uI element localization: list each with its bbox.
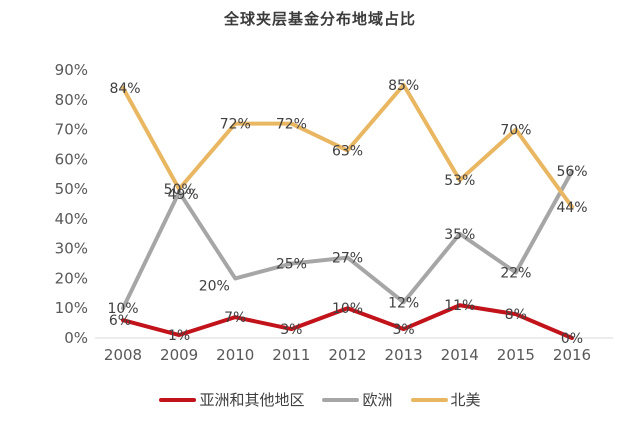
y-axis-tick-label: 90% — [55, 61, 88, 79]
x-axis-tick-label: 2014 — [441, 346, 479, 364]
data-label-0-2014: 11% — [444, 298, 475, 314]
data-label-2-2015: 70% — [500, 123, 531, 139]
data-label-0-2016: 0% — [561, 331, 583, 347]
data-label-2-2008: 84% — [109, 81, 140, 97]
data-label-0-2010: 7% — [224, 310, 246, 326]
legend-label-europe: 欧洲 — [362, 391, 393, 409]
x-axis-tick-label: 2013 — [385, 346, 423, 364]
data-label-1-2013: 12% — [388, 295, 419, 311]
y-axis-tick-label: 40% — [55, 210, 88, 228]
y-axis-tick-label: 20% — [55, 269, 88, 287]
y-axis-tick-label: 50% — [55, 180, 88, 198]
y-axis-tick-label: 60% — [55, 150, 88, 168]
data-label-1-2015: 22% — [500, 265, 531, 281]
legend-swatch-north-america — [410, 397, 448, 402]
y-axis-tick-label: 10% — [55, 299, 88, 317]
legend-item-asia: 亚洲和其他地区 — [159, 389, 304, 410]
x-axis-tick-label: 2015 — [497, 346, 535, 364]
x-axis-tick-label: 2011 — [272, 346, 310, 364]
data-label-0-2009: 1% — [168, 328, 190, 344]
data-label-0-2015: 8% — [505, 307, 527, 323]
data-label-1-2016: 56% — [556, 164, 587, 180]
data-label-2-2010: 72% — [220, 117, 251, 133]
x-axis-tick-label: 2012 — [328, 346, 366, 364]
data-label-1-2012: 27% — [332, 251, 363, 267]
legend-label-north-america: 北美 — [450, 391, 481, 409]
data-label-1-2014: 35% — [444, 227, 475, 243]
y-axis-tick-label: 0% — [64, 329, 88, 347]
chart-title: 全球夹层基金分布地域占比 — [223, 10, 416, 28]
x-axis-tick-label: 2010 — [216, 346, 254, 364]
series-line-1 — [121, 169, 574, 311]
legend-swatch-asia — [159, 397, 197, 402]
data-label-2-2011: 72% — [276, 117, 307, 133]
data-label-2-2013: 85% — [388, 78, 419, 94]
y-axis-tick-label: 30% — [55, 240, 88, 258]
legend-item-europe: 欧洲 — [322, 389, 393, 410]
legend: 亚洲和其他地区 欧洲 北美 — [0, 389, 640, 410]
x-axis-tick-label: 2008 — [104, 346, 142, 364]
series-line-0 — [121, 303, 574, 340]
y-axis-tick-label: 70% — [55, 121, 88, 139]
data-label-1-2009: 49% — [168, 187, 199, 203]
data-label-0-2008: 6% — [109, 313, 131, 329]
y-axis-tick-label: 80% — [55, 91, 88, 109]
data-label-1-2010: 20% — [199, 278, 230, 294]
series-line-2 — [121, 82, 574, 209]
data-label-0-2012: 10% — [332, 301, 363, 317]
data-label-2-2016: 44% — [556, 200, 587, 216]
data-label-0-2011: 3% — [280, 322, 302, 338]
x-axis-tick-label: 2016 — [553, 346, 591, 364]
data-label-0-2013: 3% — [393, 322, 415, 338]
data-label-1-2011: 25% — [276, 257, 307, 273]
legend-item-north-america: 北美 — [410, 389, 481, 410]
data-label-2-2014: 53% — [444, 173, 475, 189]
data-label-2-2009: 50% — [164, 182, 195, 198]
x-axis-tick-label: 2009 — [160, 346, 198, 364]
data-label-1-2008: 10% — [107, 301, 138, 317]
data-label-2-2012: 63% — [332, 143, 363, 159]
legend-swatch-europe — [322, 397, 360, 402]
legend-label-asia: 亚洲和其他地区 — [199, 391, 305, 409]
